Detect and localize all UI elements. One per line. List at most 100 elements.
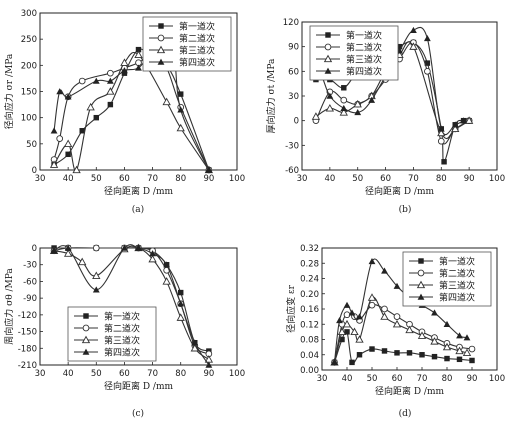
data-point xyxy=(463,334,471,341)
x-tick-label: 40 xyxy=(324,174,335,184)
x-tick-label: 40 xyxy=(63,174,74,184)
data-point xyxy=(406,350,413,356)
panel-label: (c) xyxy=(132,408,144,419)
series-line xyxy=(53,247,210,355)
data-point xyxy=(368,301,376,309)
legend-marker xyxy=(157,58,165,65)
data-point xyxy=(63,139,73,148)
data-point xyxy=(405,325,414,334)
y-tick-label: 120 xyxy=(283,18,299,28)
data-point xyxy=(356,352,363,358)
data-point xyxy=(393,313,401,320)
y-tick-label: 90 xyxy=(288,43,299,53)
data-point xyxy=(106,87,115,95)
data-point xyxy=(350,327,359,336)
data-point xyxy=(162,97,171,106)
data-point xyxy=(349,359,355,366)
x-tick-label: 40 xyxy=(63,369,74,379)
data-point xyxy=(343,311,351,319)
y-tick-label: 0 xyxy=(294,117,299,127)
data-point xyxy=(424,67,431,75)
data-point xyxy=(149,250,156,257)
legend-marker xyxy=(417,293,425,300)
legend-marker xyxy=(156,45,166,54)
x-tick-label: 90 xyxy=(464,174,475,184)
y-tick-label: -60 xyxy=(23,277,37,287)
data-point xyxy=(107,101,114,108)
data-point xyxy=(336,317,343,324)
data-point xyxy=(381,348,388,354)
legend-marker xyxy=(323,54,333,63)
data-point xyxy=(431,309,438,316)
data-point xyxy=(78,257,87,266)
data-point xyxy=(135,46,142,53)
data-point xyxy=(50,247,58,254)
data-point xyxy=(190,343,199,352)
data-point xyxy=(135,64,142,71)
data-point xyxy=(441,159,447,165)
y-tick-label: 60 xyxy=(288,67,299,77)
chart-panel-d: 30 40 50 60 70 80 90 100 0.00 0.04 0.08 0.12 0.16 0.2… xyxy=(285,244,505,419)
x-tick-label: 30 xyxy=(317,374,328,384)
y-tick-label: 0.00 xyxy=(300,366,319,376)
data-point xyxy=(431,353,438,360)
data-point xyxy=(393,282,401,289)
legend-label: 第二道次 xyxy=(439,268,475,280)
data-point xyxy=(444,355,450,362)
data-point xyxy=(469,357,475,364)
y-tick-label: -120 xyxy=(18,311,37,321)
data-point xyxy=(423,35,431,42)
data-point xyxy=(430,337,439,345)
y-tick-label: -150 xyxy=(18,328,37,338)
data-point xyxy=(368,257,376,265)
data-point xyxy=(437,137,445,145)
data-point xyxy=(343,301,351,308)
data-point xyxy=(177,91,184,97)
legend-marker xyxy=(324,67,332,74)
data-point xyxy=(456,332,463,339)
series-line xyxy=(333,330,473,364)
data-point xyxy=(341,85,347,91)
y-tick-label: 200 xyxy=(21,61,37,71)
data-point xyxy=(64,244,72,251)
data-point xyxy=(392,319,402,328)
x-tick-label: 60 xyxy=(119,174,130,184)
data-point xyxy=(135,244,142,251)
legend-label: 第一道次 xyxy=(439,256,475,268)
data-point xyxy=(78,77,86,85)
data-point xyxy=(353,99,362,108)
data-point xyxy=(409,42,418,50)
data-point xyxy=(205,361,213,368)
data-point xyxy=(456,356,463,363)
y-tick-label: 0.08 xyxy=(300,336,319,346)
legend-label: 第一道次 xyxy=(104,311,140,323)
data-point xyxy=(342,319,352,328)
data-point xyxy=(79,128,85,134)
data-point xyxy=(121,67,128,74)
panel-label: (b) xyxy=(399,204,412,215)
data-point xyxy=(337,327,347,336)
data-point xyxy=(381,267,388,274)
data-point xyxy=(367,293,377,301)
y-tick-label: -90 xyxy=(23,294,37,304)
data-point xyxy=(331,358,338,366)
data-point xyxy=(325,104,335,112)
x-tick-label: 70 xyxy=(147,174,158,184)
y-tick-label: 100 xyxy=(21,114,37,124)
data-point xyxy=(380,312,389,320)
legend-marker xyxy=(416,280,426,289)
data-point xyxy=(460,117,467,124)
data-point xyxy=(92,286,100,293)
data-point xyxy=(106,77,114,84)
data-point xyxy=(107,69,114,77)
x-tick-label: 80 xyxy=(175,174,186,184)
legend-label: 第三道次 xyxy=(346,54,382,66)
data-point xyxy=(455,346,464,355)
x-tick-label: 70 xyxy=(147,369,158,379)
x-tick-label: 70 xyxy=(408,174,419,184)
data-point xyxy=(462,348,472,357)
y-tick-label: 0 xyxy=(32,244,37,254)
y-axis-title: 周向应力 σθ /MPa xyxy=(3,268,15,345)
data-point xyxy=(65,151,71,158)
